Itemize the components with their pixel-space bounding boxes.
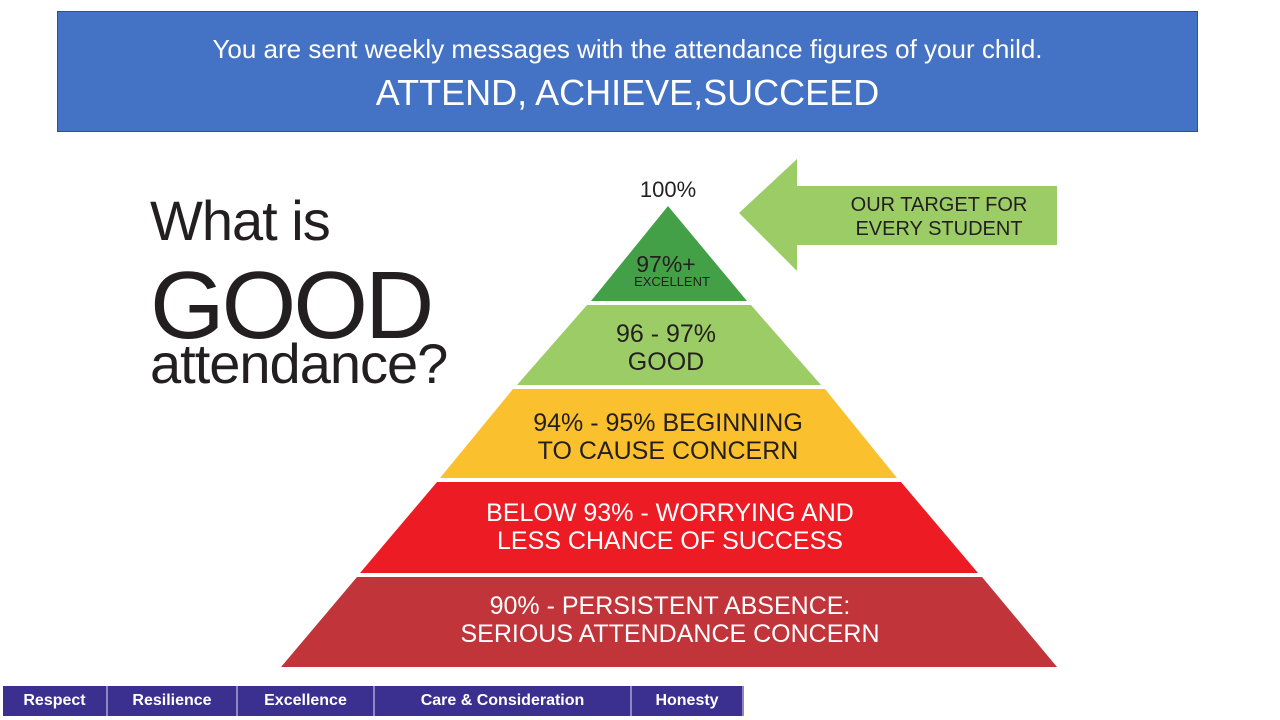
tier-line1: 97%+ [636,251,695,277]
footer-value-respect: Respect [3,686,108,716]
tier-line1: 94% - 95% BEGINNING [533,409,803,437]
heading-attendance: attendance? [150,332,448,395]
tier-shape [281,577,1057,667]
arrow-left-icon [739,159,1057,271]
peak-label: 100% [640,177,696,202]
tier-line2: GOOD [628,348,704,376]
heading-what-is: What is [150,189,331,252]
pyramid-tier-persistent-absence: 90% - PERSISTENT ABSENCE: SERIOUS ATTEND… [281,577,1057,667]
arrow-line1: OUR TARGET FOR [851,194,1028,216]
header-banner: You are sent weekly messages with the at… [57,11,1198,132]
tier-line1: 90% - PERSISTENT ABSENCE: [490,592,851,620]
banner-message: You are sent weekly messages with the at… [212,34,1043,64]
banner-slogan: ATTEND, ACHIEVE,SUCCEED [375,72,880,113]
tier-line2: SERIOUS ATTENDANCE CONCERN [460,620,879,648]
tier-shape [591,206,747,301]
footer-value-resilience: Resilience [108,686,238,716]
tier-shape [440,389,897,478]
pyramid-tier-worrying: BELOW 93% - WORRYING AND LESS CHANCE OF … [360,482,978,573]
target-arrow: OUR TARGET FOR EVERY STUDENT [739,159,1057,271]
pyramid-tier-good: 96 - 97% GOOD [517,305,821,385]
heading-good: GOOD [150,252,434,359]
tier-line1: 96 - 97% [616,320,716,348]
tier-line2: EXCELLENT [634,274,710,289]
footer-value-honesty: Honesty [632,686,744,716]
values-footer-bar: Respect Resilience Excellence Care & Con… [3,686,744,716]
arrow-line2: EVERY STUDENT [855,218,1022,240]
pyramid-tier-concern: 94% - 95% BEGINNING TO CAUSE CONCERN [440,389,897,478]
tier-shape [517,305,821,385]
tier-shape [360,482,978,573]
tier-line2: LESS CHANCE OF SUCCESS [497,527,843,555]
tier-line2: TO CAUSE CONCERN [538,437,799,465]
footer-value-care-consideration: Care & Consideration [375,686,632,716]
footer-value-excellence: Excellence [238,686,375,716]
tier-line1: BELOW 93% - WORRYING AND [486,499,854,527]
pyramid-tier-excellent: 97%+ EXCELLENT [591,206,747,301]
